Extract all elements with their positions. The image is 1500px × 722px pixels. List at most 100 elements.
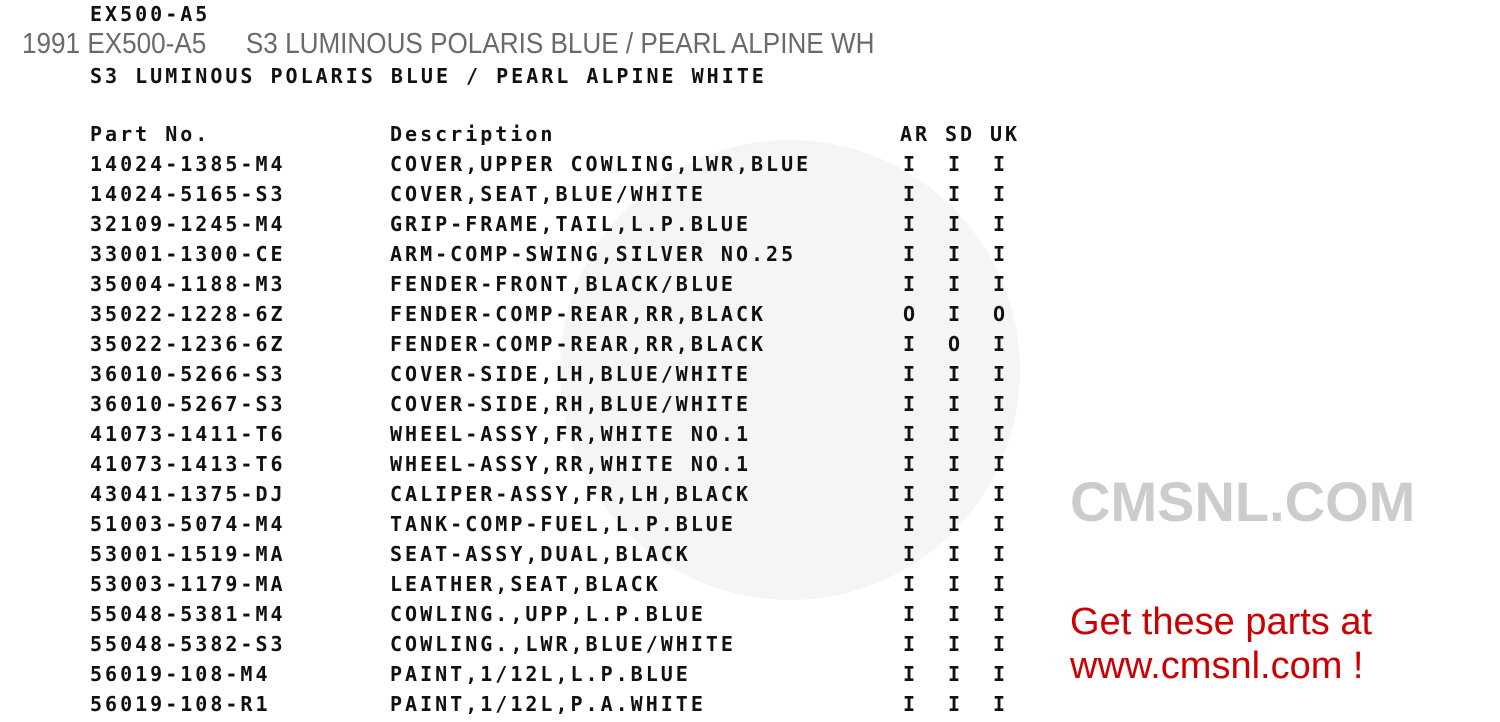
table-header: Part No. Description AR SD UK — [0, 122, 1040, 152]
part-number: 55048-5382-S3 — [90, 632, 286, 656]
table-row: 35004-1188-M3 FENDER-FRONT,BLACK/BLUE I I I — [0, 272, 1040, 302]
sd-flag: O — [948, 332, 964, 356]
part-number: 32109-1245-M4 — [90, 212, 286, 236]
description: LEATHER,SEAT,BLACK — [390, 572, 661, 596]
description: COVER-SIDE,RH,BLUE/WHITE — [390, 392, 751, 416]
uk-flag: I — [993, 272, 1009, 296]
description: CALIPER-ASSY,FR,LH,BLACK — [390, 482, 751, 506]
table-row: 33001-1300-CE ARM-COMP-SWING,SILVER NO.25… — [0, 242, 1040, 272]
ar-flag: I — [903, 362, 919, 386]
table-row: 36010-5267-S3 COVER-SIDE,RH,BLUE/WHITE I I I — [0, 392, 1040, 422]
part-number: 53003-1179-MA — [90, 572, 286, 596]
ar-flag: I — [903, 512, 919, 536]
sd-flag: I — [948, 662, 964, 686]
sd-flag: I — [948, 692, 964, 716]
description: FENDER-FRONT,BLACK/BLUE — [390, 272, 736, 296]
part-number: 55048-5381-M4 — [90, 602, 286, 626]
overlay-title: 1991 EX500-A5 S3 LUMINOUS POLARIS BLUE / … — [22, 29, 914, 59]
uk-flag: O — [993, 302, 1009, 326]
ar-flag: I — [903, 332, 919, 356]
part-number: 33001-1300-CE — [90, 242, 286, 266]
sd-flag: I — [948, 212, 964, 236]
uk-flag: I — [993, 152, 1009, 176]
table-row: 53001-1519-MA SEAT-ASSY,DUAL,BLACK I I I — [0, 542, 1040, 572]
table-row: 56019-108-R1 PAINT,1/12L,P.A.WHITE I I I — [0, 692, 1040, 722]
sd-flag: I — [948, 242, 964, 266]
uk-flag: I — [993, 212, 1009, 236]
col-description: Description — [390, 122, 556, 146]
ar-flag: I — [903, 152, 919, 176]
uk-flag: I — [993, 602, 1009, 626]
part-number: 51003-5074-M4 — [90, 512, 286, 536]
ar-flag: I — [903, 212, 919, 236]
description: ARM-COMP-SWING,SILVER NO.25 — [390, 242, 797, 266]
part-number: 35022-1236-6Z — [90, 332, 286, 356]
table-row: 43041-1375-DJ CALIPER-ASSY,FR,LH,BLACK I I I — [0, 482, 1040, 512]
uk-flag: I — [993, 332, 1009, 356]
description: PAINT,1/12L,L.P.BLUE — [390, 662, 691, 686]
table-row: 51003-5074-M4 TANK-COMP-FUEL,L.P.BLUE I I I — [0, 512, 1040, 542]
part-number: 14024-5165-S3 — [90, 182, 286, 206]
table-row: 41073-1411-T6 WHEEL-ASSY,FR,WHITE NO.1 I I I — [0, 422, 1040, 452]
ar-flag: I — [903, 692, 919, 716]
sd-flag: I — [948, 452, 964, 476]
ar-flag: I — [903, 482, 919, 506]
ar-flag: I — [903, 542, 919, 566]
part-number: 36010-5267-S3 — [90, 392, 286, 416]
sd-flag: I — [948, 542, 964, 566]
table-row: 36010-5266-S3 COVER-SIDE,LH,BLUE/WHITE I I I — [0, 362, 1040, 392]
part-number: 53001-1519-MA — [90, 542, 286, 566]
part-number: 56019-108-R1 — [90, 692, 271, 716]
description: SEAT-ASSY,DUAL,BLACK — [390, 542, 691, 566]
description: COWLING.,LWR,BLUE/WHITE — [390, 632, 736, 656]
promo-link[interactable]: Get these parts at www.cmsnl.com ! — [1070, 601, 1373, 687]
ar-flag: I — [903, 242, 919, 266]
overlay-year-model: 1991 EX500-A5 — [22, 28, 207, 60]
table-row: 55048-5381-M4 COWLING.,UPP,L.P.BLUE I I I — [0, 602, 1040, 632]
sd-flag: I — [948, 182, 964, 206]
description: COVER,SEAT,BLUE/WHITE — [390, 182, 706, 206]
uk-flag: I — [993, 242, 1009, 266]
ar-flag: I — [903, 632, 919, 656]
description: COVER-SIDE,LH,BLUE/WHITE — [390, 362, 751, 386]
table-row: 53003-1179-MA LEATHER,SEAT,BLACK I I I — [0, 572, 1040, 602]
table-row: 35022-1236-6Z FENDER-COMP-REAR,RR,BLACK I O… — [0, 332, 1040, 362]
overlay-color: S3 LUMINOUS POLARIS BLUE / PEARL ALPINE … — [245, 28, 875, 60]
uk-flag: I — [993, 482, 1009, 506]
col-sd: SD — [945, 122, 976, 146]
part-number: 56019-108-M4 — [90, 662, 271, 686]
uk-flag: I — [993, 662, 1009, 686]
table-row: 56019-108-M4 PAINT,1/12L,L.P.BLUE I I I — [0, 662, 1040, 692]
col-ar: AR — [900, 122, 931, 146]
uk-flag: I — [993, 542, 1009, 566]
part-number: 43041-1375-DJ — [90, 482, 286, 506]
description: FENDER-COMP-REAR,RR,BLACK — [390, 332, 767, 356]
description: COVER,UPPER COWLING,LWR,BLUE — [390, 152, 812, 176]
sd-flag: I — [948, 302, 964, 326]
part-number: 35022-1228-6Z — [90, 302, 286, 326]
description: WHEEL-ASSY,FR,WHITE NO.1 — [390, 422, 751, 446]
table-row: 35022-1228-6Z FENDER-COMP-REAR,RR,BLACK O I… — [0, 302, 1040, 332]
model-code: EX500-A5 — [90, 2, 211, 26]
col-part-no: Part No. — [90, 122, 211, 146]
ar-flag: I — [903, 272, 919, 296]
color-title: S3 LUMINOUS POLARIS BLUE / PEARL ALPINE … — [90, 64, 767, 88]
uk-flag: I — [993, 692, 1009, 716]
description: WHEEL-ASSY,RR,WHITE NO.1 — [390, 452, 751, 476]
ar-flag: I — [903, 422, 919, 446]
description: PAINT,1/12L,P.A.WHITE — [390, 692, 706, 716]
sd-flag: I — [948, 422, 964, 446]
part-number: 14024-1385-M4 — [90, 152, 286, 176]
ar-flag: I — [903, 602, 919, 626]
col-uk: UK — [990, 122, 1021, 146]
sd-flag: I — [948, 482, 964, 506]
sd-flag: I — [948, 362, 964, 386]
sd-flag: I — [948, 272, 964, 296]
watermark-text: CMSNL.COM — [1070, 470, 1416, 533]
description: TANK-COMP-FUEL,L.P.BLUE — [390, 512, 736, 536]
table-row: 32109-1245-M4 GRIP-FRAME,TAIL,L.P.BLUE I I I — [0, 212, 1040, 242]
ar-flag: I — [903, 392, 919, 416]
uk-flag: I — [993, 422, 1009, 446]
ar-flag: I — [903, 182, 919, 206]
part-number: 35004-1188-M3 — [90, 272, 286, 296]
